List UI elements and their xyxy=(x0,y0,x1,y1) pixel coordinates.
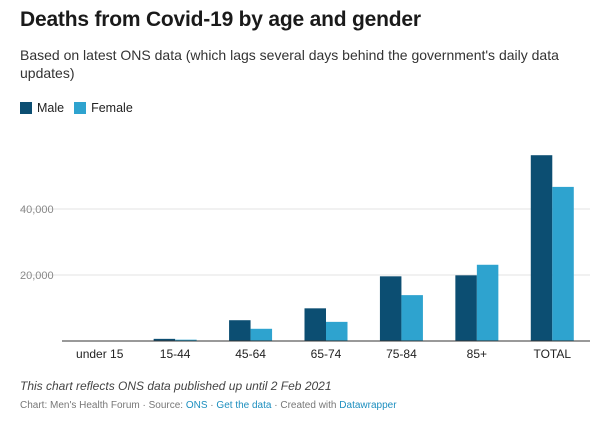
chart-note: This chart reflects ONS data published u… xyxy=(20,379,332,393)
y-tick-label: 20,000 xyxy=(20,270,54,282)
datawrapper-link[interactable]: Datawrapper xyxy=(339,400,397,411)
bar-female xyxy=(401,295,423,341)
legend-label-female: Female xyxy=(91,101,133,115)
legend-item-male: Male xyxy=(20,101,64,115)
bar-female xyxy=(175,339,197,341)
bar-male xyxy=(229,320,251,341)
source-sep: · xyxy=(207,400,217,411)
x-tick-label: 75-84 xyxy=(386,347,417,361)
bar-male xyxy=(304,308,326,341)
x-tick-label: 15-44 xyxy=(160,347,191,361)
x-tick-label: under 15 xyxy=(76,347,124,361)
chart-title: Deaths from Covid-19 by age and gender xyxy=(20,8,421,31)
bar-male xyxy=(530,155,553,341)
bar-female xyxy=(250,328,273,341)
x-tick-label: 85+ xyxy=(467,347,487,361)
legend-item-female: Female xyxy=(74,101,133,115)
x-tick-label: 65-74 xyxy=(311,347,342,361)
legend: Male Female xyxy=(20,101,143,115)
get-data-link[interactable]: Get the data xyxy=(216,400,272,411)
bar-female xyxy=(476,264,499,341)
source-prefix: Chart: Men's Health Forum · Source: xyxy=(20,400,186,411)
bar-male xyxy=(455,275,477,341)
bar-female xyxy=(326,321,348,341)
x-tick-label: 45-64 xyxy=(235,347,266,361)
legend-swatch-male xyxy=(20,102,32,114)
bar-male xyxy=(153,338,176,341)
chart-subtitle: Based on latest ONS data (which lags sev… xyxy=(20,47,559,81)
legend-swatch-female xyxy=(74,102,87,114)
created-with-text: · Created with xyxy=(271,400,340,411)
legend-label-male: Male xyxy=(37,101,65,115)
x-tick-label: TOTAL xyxy=(533,347,571,361)
source-line: Chart: Men's Health Forum · Source: ONS … xyxy=(20,400,397,411)
y-tick-label: 40,000 xyxy=(20,204,54,216)
bar-male xyxy=(379,276,402,341)
bar-female xyxy=(552,186,574,341)
source-link[interactable]: ONS xyxy=(185,400,208,411)
